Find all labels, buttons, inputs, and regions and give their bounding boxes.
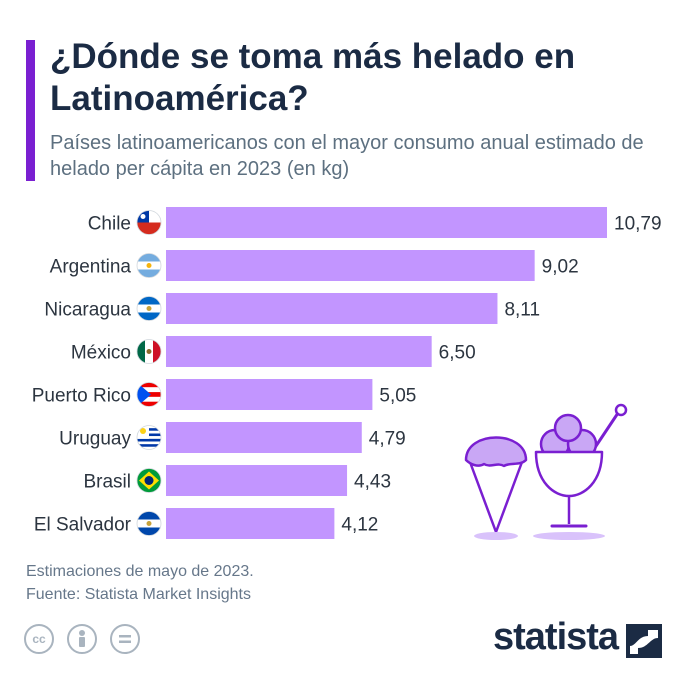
- category-label: Nicaragua: [44, 300, 131, 321]
- bar-row: Argentina 9,02: [50, 250, 579, 281]
- bar-row: Puerto Rico 5,05: [32, 379, 416, 410]
- value-label: 4,43: [354, 472, 391, 493]
- chart-title: ¿Dónde se toma más helado en Latinoaméri…: [50, 37, 576, 118]
- chile-flag-icon: [136, 210, 162, 235]
- category-label: Uruguay: [59, 429, 131, 450]
- accent-bar: [26, 40, 35, 181]
- ice-cream-cone-icon: [464, 436, 528, 540]
- argentina-flag-icon: [136, 253, 162, 278]
- bar: [166, 379, 373, 410]
- bar: [166, 250, 535, 281]
- value-label: 10,79: [614, 214, 662, 235]
- value-label: 5,05: [379, 386, 416, 407]
- statista-wordmark[interactable]: statista: [493, 616, 619, 658]
- bar: [166, 336, 432, 367]
- chart-subtitle: Países latinoamericanos con el mayor con…: [50, 132, 644, 180]
- ice-cream-cup-icon: [533, 403, 628, 540]
- category-label: México: [71, 343, 131, 364]
- attribution-icon[interactable]: [67, 624, 97, 654]
- footnote: Estimaciones de mayo de 2023.: [26, 563, 254, 580]
- el-salvador-flag-icon: [136, 511, 162, 536]
- bar: [166, 508, 335, 539]
- category-label: El Salvador: [34, 515, 132, 536]
- bar-row: Uruguay 4,79: [59, 422, 406, 453]
- puerto-rico-flag-icon: [136, 382, 162, 407]
- ice-cream-illustration: [464, 403, 628, 540]
- category-label: Argentina: [50, 257, 132, 278]
- uruguay-flag-icon: [136, 425, 162, 450]
- category-label: Brasil: [83, 472, 131, 493]
- value-label: 9,02: [542, 257, 579, 278]
- bar: [166, 422, 362, 453]
- statista-logo-icon[interactable]: [626, 624, 662, 658]
- bar-row: Chile 10,79: [88, 207, 662, 238]
- nicaragua-flag-icon: [136, 296, 162, 321]
- mexico-flag-icon: [136, 339, 162, 364]
- category-label: Puerto Rico: [32, 386, 131, 407]
- bar: [166, 207, 607, 238]
- value-label: 4,79: [369, 429, 406, 450]
- bar-chart: Chile 10,79 Argentina 9,02 Nicaragua 8,11 Méxi…: [32, 207, 662, 539]
- bar-row: El Salvador 4,12: [34, 508, 378, 539]
- bar-row: Brasil 4,43: [83, 465, 391, 496]
- brasil-flag-icon: [136, 468, 162, 493]
- category-label: Chile: [88, 214, 131, 235]
- value-label: 4,12: [341, 515, 378, 536]
- source-note: Fuente: Statista Market Insights: [26, 586, 251, 603]
- value-label: 6,50: [439, 343, 476, 364]
- bar-row: Nicaragua 8,11: [44, 293, 540, 324]
- cc-icon[interactable]: cc: [24, 624, 54, 654]
- bar: [166, 293, 498, 324]
- bar-row: México 6,50: [71, 336, 476, 367]
- bar: [166, 465, 348, 496]
- value-label: 8,11: [504, 300, 540, 321]
- no-derivatives-icon[interactable]: [110, 624, 140, 654]
